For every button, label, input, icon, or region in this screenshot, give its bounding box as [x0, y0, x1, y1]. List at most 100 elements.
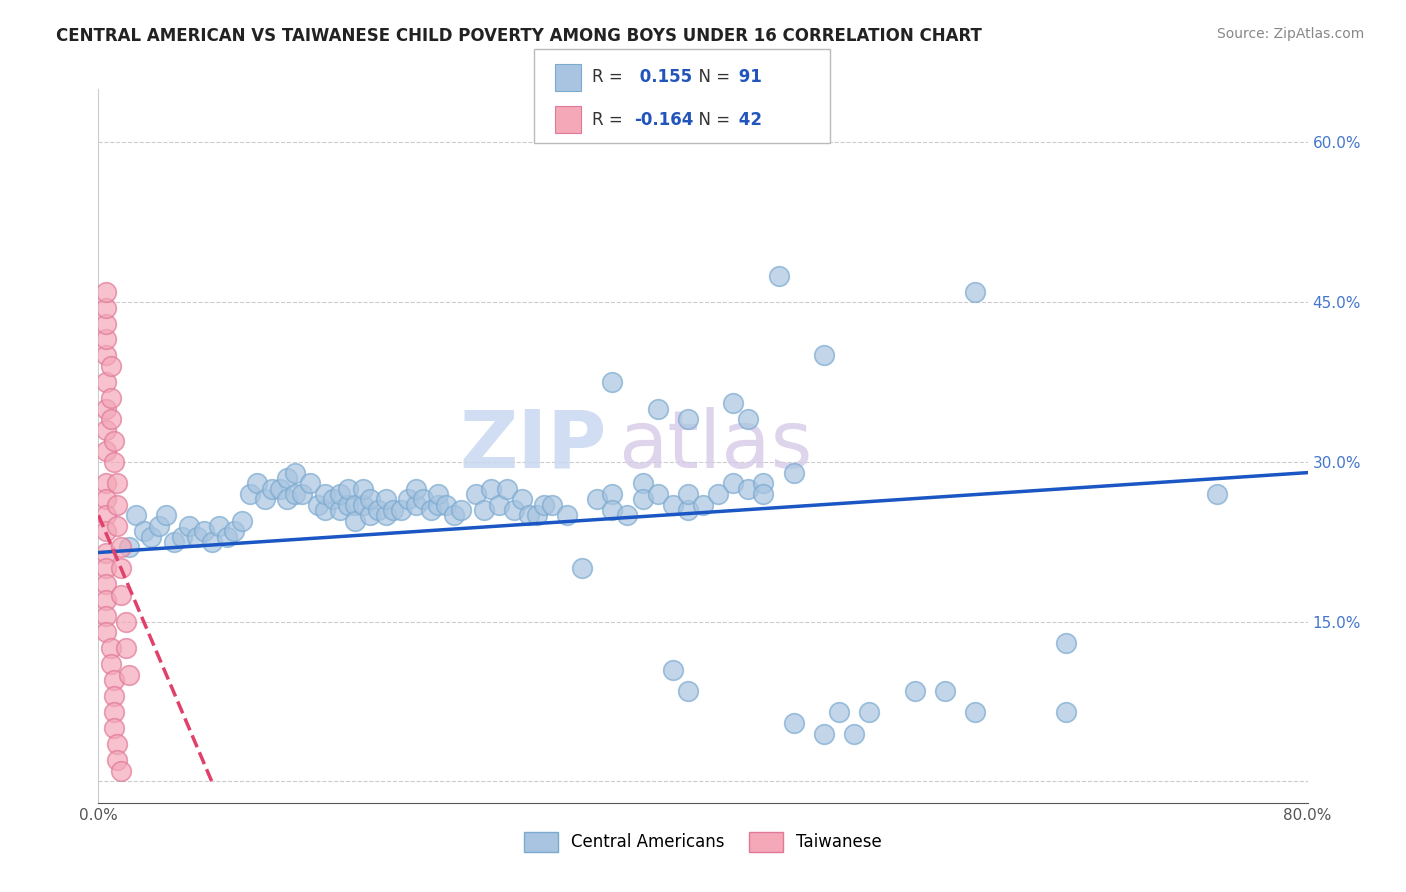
Point	[602, 503, 624, 517]
Point	[336, 498, 359, 512]
Point	[231, 514, 253, 528]
Point	[858, 706, 880, 720]
Point	[299, 476, 322, 491]
Point	[571, 561, 593, 575]
Text: -0.164: -0.164	[634, 111, 693, 128]
Point	[481, 482, 503, 496]
Point	[661, 663, 683, 677]
Point	[405, 498, 427, 512]
Point	[488, 498, 510, 512]
Point	[103, 455, 125, 469]
Point	[934, 684, 956, 698]
Text: atlas: atlas	[619, 407, 813, 485]
Point	[94, 524, 117, 539]
Point	[105, 737, 128, 751]
Point	[110, 764, 132, 778]
Point	[284, 466, 307, 480]
Point	[405, 482, 427, 496]
Point	[450, 503, 472, 517]
Point	[752, 487, 775, 501]
Point	[103, 706, 125, 720]
Point	[352, 498, 374, 512]
Point	[224, 524, 246, 539]
Point	[768, 268, 790, 283]
Point	[94, 401, 117, 416]
Point	[510, 492, 533, 507]
Point	[193, 524, 215, 539]
Point	[420, 503, 443, 517]
Point	[540, 498, 562, 512]
Point	[412, 492, 434, 507]
Point	[602, 375, 624, 389]
Point	[291, 487, 314, 501]
Point	[389, 503, 412, 517]
Point	[495, 482, 517, 496]
Point	[783, 466, 806, 480]
Point	[676, 412, 699, 426]
Point	[813, 349, 835, 363]
Point	[427, 498, 450, 512]
Point	[94, 609, 117, 624]
Point	[94, 561, 117, 575]
Text: 0.155: 0.155	[634, 69, 692, 87]
Point	[103, 673, 125, 688]
Point	[737, 482, 759, 496]
Point	[465, 487, 488, 501]
Text: N =: N =	[688, 111, 735, 128]
Point	[965, 706, 987, 720]
Point	[374, 508, 396, 523]
Point	[647, 487, 669, 501]
Point	[179, 519, 201, 533]
Point	[1206, 487, 1229, 501]
Point	[555, 508, 578, 523]
Point	[118, 668, 141, 682]
Point	[443, 508, 465, 523]
Text: 42: 42	[733, 111, 762, 128]
Point	[904, 684, 927, 698]
Point	[132, 524, 155, 539]
Point	[276, 471, 298, 485]
Point	[427, 487, 450, 501]
Point	[965, 285, 987, 299]
Point	[737, 412, 759, 426]
Point	[105, 753, 128, 767]
Point	[105, 498, 128, 512]
Point	[94, 444, 117, 458]
Point	[314, 503, 336, 517]
Point	[329, 503, 352, 517]
Point	[336, 482, 359, 496]
Point	[103, 690, 125, 704]
Point	[533, 498, 555, 512]
Point	[100, 391, 122, 405]
Point	[676, 684, 699, 698]
Point	[647, 401, 669, 416]
Point	[284, 487, 307, 501]
Point	[526, 508, 548, 523]
Point	[352, 482, 374, 496]
Point	[396, 492, 419, 507]
Point	[94, 375, 117, 389]
Point	[828, 706, 851, 720]
Point	[125, 508, 148, 523]
Point	[631, 492, 654, 507]
Point	[155, 508, 177, 523]
Point	[100, 641, 122, 656]
Point	[94, 317, 117, 331]
Point	[360, 492, 382, 507]
Point	[307, 498, 329, 512]
Text: ZIP: ZIP	[458, 407, 606, 485]
Point	[114, 641, 136, 656]
Point	[676, 503, 699, 517]
Point	[110, 561, 132, 575]
Point	[215, 529, 238, 543]
Point	[329, 487, 352, 501]
Point	[314, 487, 336, 501]
Point	[170, 529, 193, 543]
Point	[94, 476, 117, 491]
Point	[472, 503, 495, 517]
Point	[813, 726, 835, 740]
Point	[141, 529, 163, 543]
Point	[616, 508, 638, 523]
Point	[94, 333, 117, 347]
Point	[100, 412, 122, 426]
